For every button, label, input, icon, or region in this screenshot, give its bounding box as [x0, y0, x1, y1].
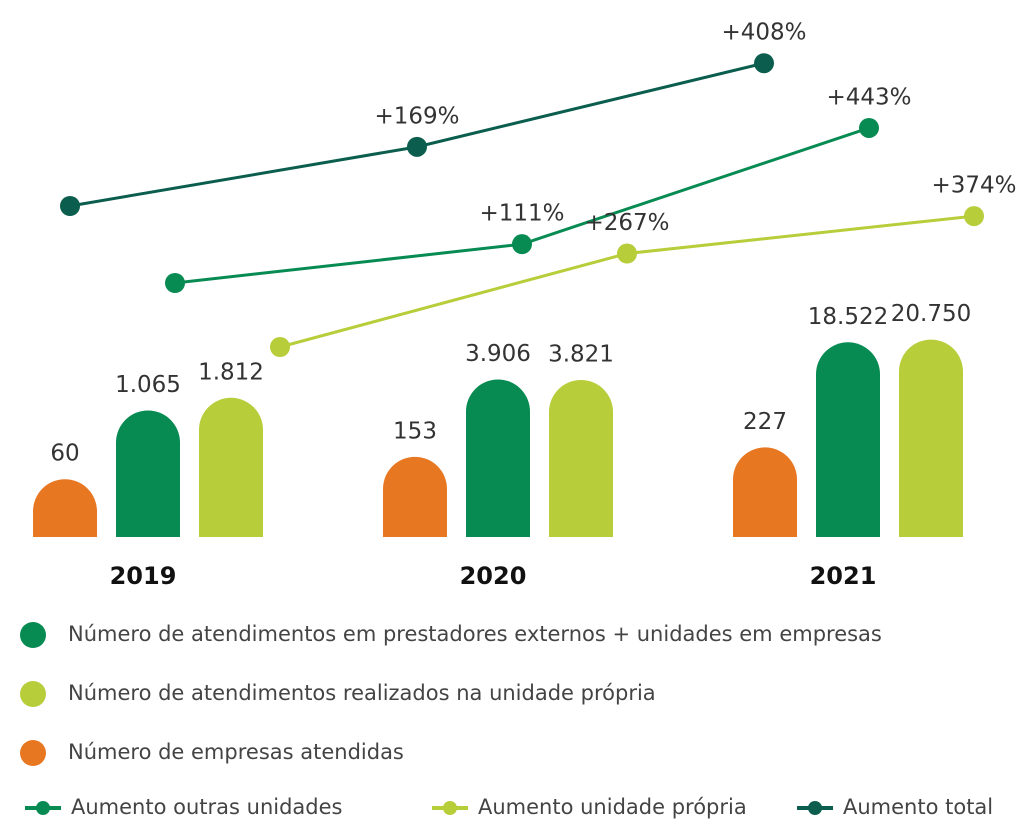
- line-value-label: +408%: [721, 20, 806, 46]
- bar: [733, 447, 797, 537]
- year-label: 2021: [810, 562, 877, 590]
- bar: [549, 379, 613, 537]
- bar: [899, 339, 963, 537]
- line: [69, 61, 765, 208]
- bar-value-label: 227: [743, 409, 787, 435]
- legend-swatch: [20, 681, 46, 707]
- bar-value-label: 153: [393, 418, 437, 444]
- line-point: [270, 337, 290, 357]
- legend-label: Número de atendimentos em prestadores ex…: [68, 622, 882, 646]
- year-label: 2019: [110, 562, 177, 590]
- bar: [33, 479, 97, 537]
- bar-value-label: 20.750: [891, 301, 971, 327]
- legend-swatch: [20, 622, 46, 648]
- bar: [199, 397, 263, 537]
- bar: [383, 456, 447, 537]
- bar-value-label: 18.522: [808, 304, 888, 330]
- bar-value-label: 3.906: [465, 341, 531, 367]
- line-point: [964, 206, 984, 227]
- line-point: [859, 117, 879, 138]
- line-point: [60, 196, 80, 216]
- line-point: [165, 273, 185, 293]
- line-value-label: +169%: [374, 103, 459, 129]
- line-point: [512, 234, 532, 255]
- bar: [816, 342, 880, 537]
- year-label: 2020: [460, 562, 527, 590]
- legend-label: Aumento total: [843, 795, 993, 819]
- bar: [116, 410, 180, 537]
- line-point: [754, 53, 774, 74]
- bar-value-label: 3.821: [548, 341, 614, 367]
- legend-label: Aumento unidade própria: [478, 795, 747, 819]
- legend-label: Número de atendimentos realizados na uni…: [68, 681, 656, 705]
- legend-label: Aumento outras unidades: [71, 795, 342, 819]
- line-point: [617, 243, 637, 264]
- line-value-label: +443%: [826, 84, 911, 110]
- bar-value-label: 1.065: [115, 372, 181, 398]
- legend-dot: [36, 801, 50, 815]
- bar-value-label: 1.812: [198, 359, 264, 385]
- bar: [466, 379, 530, 537]
- legend-dot: [808, 801, 822, 815]
- line-value-label: +267%: [584, 210, 669, 236]
- line-value-label: +374%: [931, 173, 1016, 199]
- bar-value-label: 60: [50, 441, 79, 467]
- line-point: [407, 136, 427, 157]
- legend-dot: [443, 801, 457, 815]
- legend-swatch: [20, 740, 46, 766]
- line-value-label: +111%: [479, 201, 564, 227]
- legend-label: Número de empresas atendidas: [68, 740, 404, 764]
